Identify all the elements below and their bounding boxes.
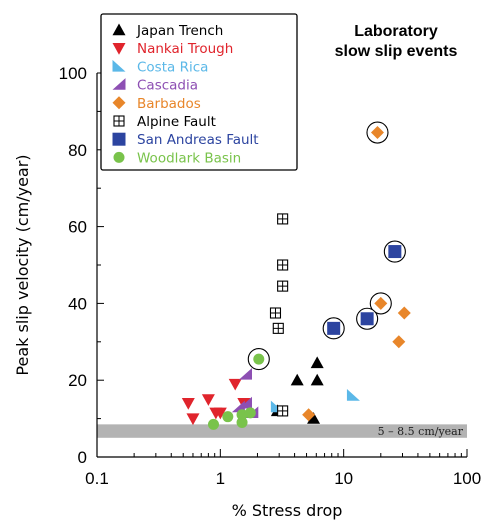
legend-label-costa-rica: Costa Rica [137,59,208,75]
legend-label-cascadia: Cascadia [137,78,198,94]
y-tick-label: 100 [59,64,87,83]
legend-box [100,13,298,171]
x-axis-label: % Stress drop [232,501,343,520]
point-cascadia [239,367,253,380]
chart-title-line: Laboratory [354,23,438,40]
point-costa-rica [346,389,360,401]
data-points [181,121,411,430]
point-woodlark-basin [222,411,234,423]
y-tick-label: 80 [68,141,87,160]
legend-marker-woodlark-basin [113,151,125,163]
legend-label-alpine-fault: Alpine Fault [137,114,216,130]
y-axis-ticks: 0 20 40 60 80 100 [59,64,104,467]
y-tick-label: 60 [68,218,87,237]
reference-band [97,424,467,438]
point-japan-trench [307,412,321,424]
y-tick-label: 20 [68,371,87,390]
point-san-andreas-fault [327,321,341,335]
y-axis-label: Peak slip velocity (cm/year) [13,154,32,375]
legend-label-barbados: Barbados [137,96,201,112]
point-nankai-trough [186,413,200,426]
point-japan-trench [310,373,324,386]
legend-label-woodlark-basin: Woodlark Basin [137,150,241,166]
point-woodlark-basin [244,407,256,419]
point-alpine-fault [269,307,282,319]
legend-marker-costa-rica [112,59,126,72]
y-tick-label: 0 [78,448,87,467]
legend-marker-japan-trench [112,23,126,36]
point-cascadia [239,396,253,409]
point-barbados [392,335,406,349]
point-japan-trench [310,356,324,369]
point-barbados [397,306,411,320]
legend-marker-san-andreas-fault [112,132,126,146]
legend-marker-cascadia [112,78,126,90]
x-tick-label: 10 [334,469,353,488]
point-japan-trench [290,373,304,386]
x-tick-label: 100 [453,469,481,488]
legend-label-san-andreas-fault: San Andreas Fault [137,132,259,148]
point-nankai-trough [213,407,227,420]
legend-label-japan-trench: Japan Trench [136,23,223,39]
point-woodlark-basin [207,418,219,430]
point-alpine-fault [277,213,289,225]
point-woodlark-basin [253,353,265,365]
legend-label-nankai-trough: Nankai Trough [137,41,233,57]
point-san-andreas-fault [360,312,374,326]
point-san-andreas-fault [388,245,402,259]
x-tick-label: 0.1 [85,469,109,488]
x-axis-ticks: 0.1 1 10 100 [85,449,481,488]
point-barbados [370,126,384,140]
legend-marker-nankai-trough [112,43,126,55]
chart-title: Laboratory slow slip events [335,23,458,60]
legend: Japan Trench Nankai Trough Costa Rica Casca… [112,23,259,166]
reference-band-label: 5 – 8.5 cm/year [378,425,464,438]
point-alpine-fault [277,280,289,292]
chart-title-line: slow slip events [335,43,458,60]
y-tick-label: 40 [68,294,87,313]
point-nankai-trough [201,394,215,406]
x-tick-label: 1 [216,469,225,488]
point-alpine-fault [277,405,289,417]
point-barbados [302,408,316,422]
point-barbados [374,296,388,310]
point-nankai-trough [181,398,195,410]
point-woodlark-basin [236,409,248,421]
point-alpine-fault [277,259,289,271]
point-nankai-trough [228,378,242,391]
point-woodlark-basin [236,416,248,428]
legend-marker-barbados [112,96,126,110]
legend-marker-alpine-fault [113,115,125,127]
point-alpine-fault [272,322,284,334]
